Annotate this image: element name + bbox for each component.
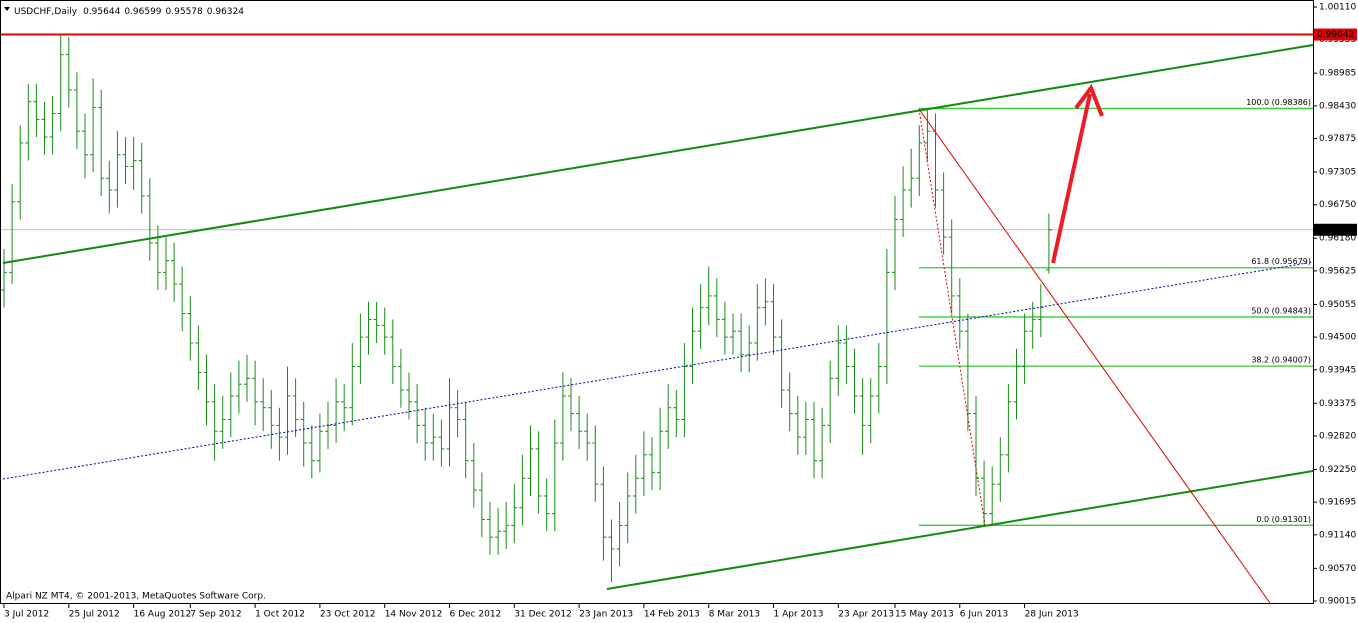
last-price-label: 0.96324: [1317, 225, 1354, 235]
arrow: [1051, 93, 1092, 264]
x-tick-label: 16 Aug 2012: [134, 610, 192, 620]
y-tick-label: 0.98985: [1319, 69, 1356, 79]
x-tick-label: 14 Feb 2013: [644, 610, 700, 620]
y-tick-label: 0.90570: [1319, 564, 1356, 574]
x-tick-label: 25 Jul 2012: [69, 610, 120, 620]
x-tick-label: 3 Jul 2012: [4, 610, 49, 620]
y-tick-label: 0.90015: [1319, 597, 1356, 607]
trend-line: [918, 108, 1271, 604]
close: 0.96324: [207, 7, 244, 17]
open: 0.95644: [83, 7, 120, 17]
fib-label: 100.0 (0.98386): [1246, 98, 1311, 107]
x-tick-label: 28 Jun 2013: [1025, 610, 1079, 620]
y-tick-label: 0.93945: [1319, 365, 1356, 375]
fib-label: 61.8 (0.95679): [1251, 257, 1311, 266]
x-tick-label: 6 Dec 2012: [450, 610, 502, 620]
header: USDCHF,Daily 0.95644 0.96599 0.95578 0.96324: [14, 7, 244, 17]
arrow-head: [1074, 83, 1104, 117]
y-tick-label: 1.00110: [1319, 3, 1356, 13]
y-tick-label: 0.91695: [1319, 498, 1356, 508]
x-tick-label: 6 Jun 2013: [960, 610, 1008, 620]
x-tick-label: 23 Apr 2013: [838, 610, 894, 620]
x-tick-label: 31 Dec 2012: [514, 610, 572, 620]
x-tick-label: 1 Apr 2013: [774, 610, 824, 620]
x-tick-label: 15 May 2013: [895, 610, 954, 620]
y-tick-label: 0.98430: [1319, 101, 1356, 111]
y-tick-label: 0.91140: [1319, 530, 1356, 540]
x-tick-label: 8 Mar 2013: [709, 610, 760, 620]
x-tick-label: 7 Sep 2012: [190, 610, 241, 620]
low: 0.95578: [166, 7, 203, 17]
plot-border: [0, 0, 1314, 604]
high: 0.96599: [124, 7, 161, 17]
y-tick-label: 0.96750: [1319, 200, 1356, 210]
y-tick-label: 0.92820: [1319, 431, 1356, 441]
y-tick-label: 0.95625: [1319, 266, 1356, 276]
y-tick-label: 0.92250: [1319, 465, 1356, 475]
menu-icon: [4, 7, 10, 11]
fib-label: 50.0 (0.94843): [1251, 306, 1311, 315]
x-tick-label: 23 Jan 2013: [579, 610, 633, 620]
y-tick-label: 0.94500: [1319, 333, 1356, 343]
x-tick-label: 14 Nov 2012: [385, 610, 443, 620]
channel-upper: [2, 44, 1314, 264]
x-tick-label: 23 Oct 2012: [320, 610, 376, 620]
resistance-label: 0.99642: [1317, 30, 1354, 40]
fib-label: 0.0 (0.91301): [1256, 515, 1311, 524]
plot-layer: 100.0 (0.98386) 61.8 (0.95679) 50.0 (0.948…: [1, 33, 1313, 582]
mid-line: [2, 261, 1314, 480]
symbol: USDCHF,Daily: [14, 7, 78, 17]
y-tick-label: 0.97305: [1319, 168, 1356, 178]
resistance-box: [1314, 28, 1357, 41]
footer: Alpari NZ MT4, © 2001-2013, MetaQuotes S…: [6, 592, 266, 602]
x-tick-label: 1 Oct 2012: [255, 610, 305, 620]
y-tick-label: 0.97875: [1319, 134, 1356, 144]
y-tick-label: 0.95055: [1319, 300, 1356, 310]
last-price-box: [1314, 223, 1357, 236]
y-tick-label: 0.93375: [1319, 399, 1356, 409]
fib-label: 38.2 (0.94007): [1251, 356, 1311, 365]
channel-lower: [606, 470, 1314, 590]
y-tick-label: 0.96180: [1319, 234, 1356, 244]
